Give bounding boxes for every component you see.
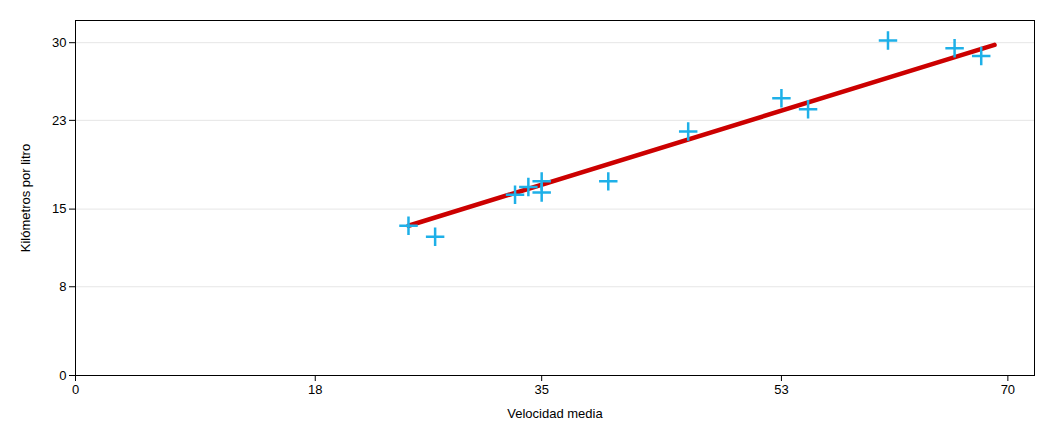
svg-text:0: 0 bbox=[72, 382, 79, 397]
svg-text:35: 35 bbox=[534, 382, 548, 397]
svg-text:18: 18 bbox=[308, 382, 322, 397]
svg-text:23: 23 bbox=[52, 113, 66, 128]
svg-text:70: 70 bbox=[1001, 382, 1015, 397]
svg-text:53: 53 bbox=[774, 382, 788, 397]
svg-text:0: 0 bbox=[59, 368, 66, 383]
svg-text:30: 30 bbox=[52, 35, 66, 50]
svg-text:Velocidad media: Velocidad media bbox=[507, 406, 603, 421]
svg-text:8: 8 bbox=[59, 279, 66, 294]
svg-text:15: 15 bbox=[52, 201, 66, 216]
svg-text:Kilómetros por litro: Kilómetros por litro bbox=[18, 144, 33, 252]
